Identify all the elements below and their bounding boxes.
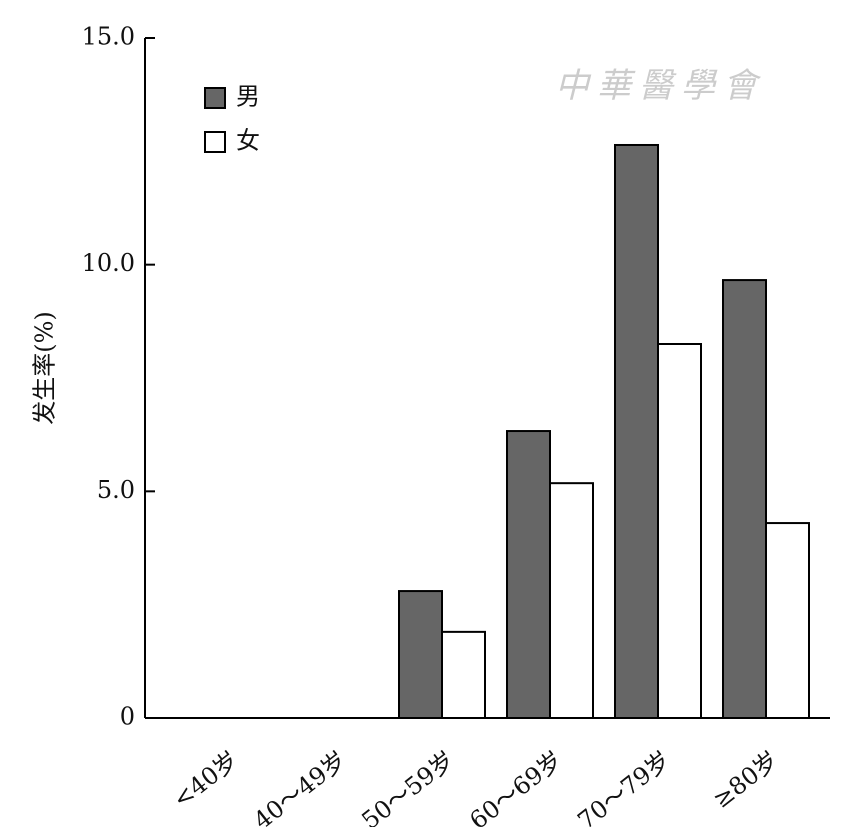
x-tick-label: 60～69岁 xyxy=(465,746,568,827)
y-tick-label: 15.0 xyxy=(82,23,135,51)
legend-label: 女 xyxy=(236,127,260,155)
bar xyxy=(398,590,443,719)
bar xyxy=(657,343,702,719)
legend-swatch xyxy=(204,131,226,153)
bar xyxy=(614,143,659,719)
bar xyxy=(441,630,486,719)
y-tick-label: 0 xyxy=(120,703,135,731)
watermark: 中華醫學會 xyxy=(555,66,765,106)
y-axis-label: 发生率(%) xyxy=(31,311,59,425)
y-tick-label: 5.0 xyxy=(97,476,135,504)
x-tick-label: 40～49岁 xyxy=(249,746,352,827)
x-tick-label: 70～79岁 xyxy=(573,746,676,827)
bar xyxy=(549,482,594,719)
bar xyxy=(506,430,551,719)
bar xyxy=(765,522,810,719)
x-tick-label: 50～59岁 xyxy=(357,746,460,827)
x-tick-label: <40岁 xyxy=(168,746,244,814)
legend-swatch xyxy=(204,87,226,109)
legend-label: 男 xyxy=(236,83,260,111)
x-tick-label: ≥80岁 xyxy=(708,746,784,814)
bar xyxy=(722,279,767,719)
y-tick-label: 10.0 xyxy=(82,249,135,277)
